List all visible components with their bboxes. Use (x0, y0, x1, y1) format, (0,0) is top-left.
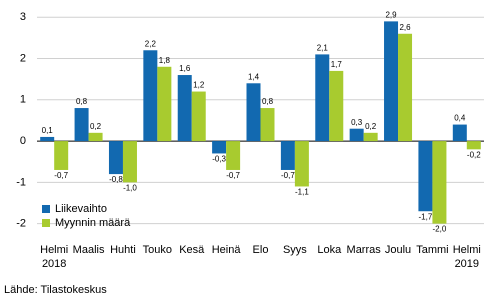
bar (74, 108, 89, 142)
bar (294, 141, 309, 187)
bar (432, 141, 447, 224)
y-tick-label: -1 (16, 176, 26, 188)
bar (177, 75, 192, 142)
bar (108, 141, 123, 175)
value-label: -1,7 (419, 212, 433, 221)
bar (157, 66, 172, 142)
value-label: 0,8 (262, 97, 274, 106)
value-label: 1,4 (248, 72, 260, 81)
value-label: -0,8 (109, 175, 123, 184)
bar (246, 83, 261, 142)
legend-swatch (42, 205, 50, 213)
legend-label: Myynnin määrä (55, 217, 131, 229)
bar (280, 141, 295, 170)
value-label: 0,2 (90, 122, 102, 131)
x-tick-label: Helmi 2019 (453, 244, 481, 270)
value-label: -0,7 (281, 171, 295, 180)
value-label: -0,7 (226, 171, 240, 180)
y-tick-label: 1 (20, 94, 26, 106)
bar (226, 141, 241, 170)
value-label: -0,3 (212, 155, 226, 164)
bar (191, 91, 206, 142)
bar (40, 136, 55, 142)
source-note: Lähde: Tilastokeskus (4, 284, 107, 296)
value-label: 0,8 (76, 97, 88, 106)
x-tick-label: Touko (143, 244, 172, 256)
x-tick-label: Loka (317, 244, 342, 256)
value-label: 1,6 (179, 64, 191, 73)
x-tick-label: Syys (283, 244, 307, 256)
value-label: 1,2 (193, 81, 205, 90)
value-label: -2,0 (433, 225, 447, 234)
value-label: -0,2 (467, 150, 481, 159)
bar (466, 141, 481, 150)
value-label: -1,0 (123, 183, 137, 192)
y-tick-label: 3 (20, 11, 26, 23)
value-label: 1,7 (331, 60, 343, 69)
value-label: 0,4 (454, 114, 466, 123)
value-label: -0,7 (54, 171, 68, 180)
x-tick-label: Kesä (179, 244, 205, 256)
legend-label: Liikevaihto (55, 203, 107, 215)
bar (349, 128, 364, 142)
x-tick-label: Tammi (416, 244, 448, 256)
bar (363, 132, 378, 142)
bar (54, 141, 69, 170)
bar (418, 141, 433, 212)
legend-swatch (42, 219, 50, 227)
x-tick-label: Marras (347, 244, 382, 256)
y-tick-label: 0 (20, 135, 26, 147)
value-label: 2,6 (399, 23, 411, 32)
value-label: 2,1 (317, 44, 329, 53)
bar (88, 132, 103, 142)
value-label: 1,8 (159, 56, 171, 65)
bar (315, 54, 330, 142)
bar (398, 33, 413, 142)
x-tick-label: Heinä (212, 244, 242, 256)
x-tick-label: Huhti (110, 244, 136, 256)
x-tick-label: Joulu (385, 244, 411, 256)
x-tick-label: Maalis (73, 244, 105, 256)
y-tick-label: -2 (16, 218, 26, 230)
bar (122, 141, 137, 183)
y-tick-label: 2 (20, 52, 26, 64)
value-label: 0,1 (42, 126, 54, 135)
bar (384, 21, 399, 142)
bar (143, 50, 158, 142)
value-label: 0,3 (351, 118, 363, 127)
x-tick-label: Helmi 2018 (40, 244, 68, 270)
bar (260, 108, 275, 142)
value-label: -1,1 (295, 188, 309, 197)
value-label: 0,2 (365, 122, 377, 131)
value-label: 2,9 (385, 10, 397, 19)
bar (452, 124, 467, 142)
bar (329, 70, 344, 142)
bar (212, 141, 227, 154)
x-tick-label: Elo (253, 244, 269, 256)
value-label: 2,2 (145, 39, 157, 48)
